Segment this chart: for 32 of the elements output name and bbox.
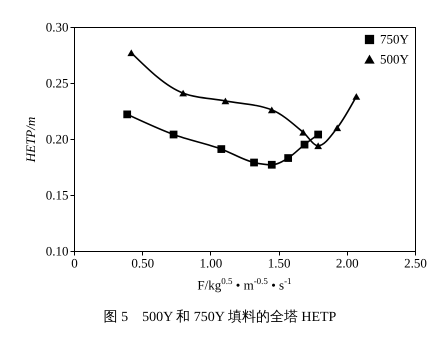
point <box>268 106 276 114</box>
legend-label: 500Y <box>380 52 410 66</box>
x-tick-label: 2.50 <box>404 256 427 270</box>
x-tick-label: 0 <box>71 256 78 270</box>
point <box>314 130 322 138</box>
text: 图 5 500Y 和 750Y 填料的全塔 HETP <box>102 308 338 326</box>
x-tick-label: 2.00 <box>336 256 359 270</box>
point <box>222 98 230 104</box>
point <box>179 90 187 96</box>
y-axis-title: HETP/m <box>22 116 38 164</box>
point <box>123 110 132 118</box>
point <box>250 158 258 166</box>
point <box>352 93 360 100</box>
point <box>217 145 226 153</box>
point <box>314 142 322 150</box>
legend-label: 750Y <box>380 32 410 46</box>
x-tick-label: 1.00 <box>200 256 222 270</box>
y-tick-label: 0.25 <box>46 76 68 90</box>
y-tick-label: 0.20 <box>46 132 68 146</box>
x-axis-title: F/kg$^{0.5}$ • m$^{-0.5}$ • s$^{-1}$ <box>196 276 293 294</box>
x-tick-label: 1.50 <box>268 256 290 270</box>
y-tick-label: 0.15 <box>46 188 68 202</box>
y-tick-label: 0.10 <box>46 244 68 258</box>
point <box>170 130 178 138</box>
point <box>127 49 136 56</box>
point <box>268 160 276 169</box>
point <box>333 124 342 132</box>
y-tick-label: 0.30 <box>46 20 68 34</box>
x-tick-label: 0.50 <box>131 256 154 270</box>
point <box>300 140 308 148</box>
point <box>284 154 292 162</box>
point <box>299 128 308 136</box>
